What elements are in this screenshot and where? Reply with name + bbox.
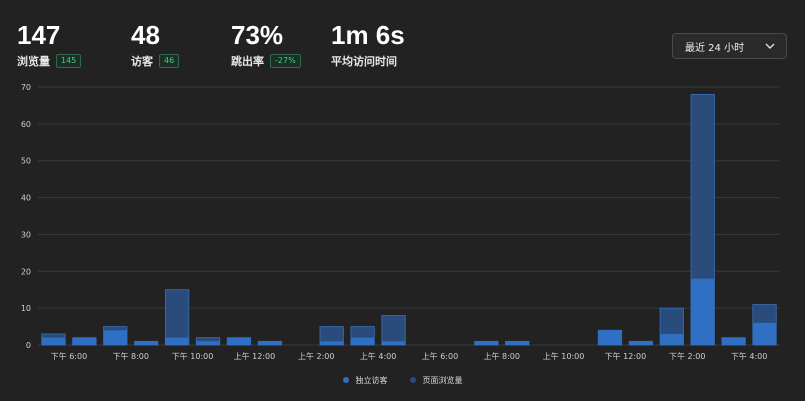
legend-dot-icon bbox=[342, 377, 349, 383]
legend-label: 页面浏览量 bbox=[422, 375, 463, 385]
stat-bounce-rate: 73% 跳出率 -27% bbox=[231, 20, 301, 69]
visitors-bar bbox=[381, 341, 406, 345]
change-badge: 46 bbox=[159, 54, 180, 68]
x-tick-label: 上午 2:00 bbox=[298, 351, 335, 361]
date-range-label: 最近 24 小时 bbox=[685, 42, 745, 54]
y-tick-label: 40 bbox=[21, 194, 31, 203]
visitors-bar bbox=[721, 337, 746, 345]
x-tick-label: 上午 12:00 bbox=[234, 351, 276, 361]
pageviews-bar bbox=[381, 315, 406, 346]
x-tick-label: 上午 8:00 bbox=[483, 351, 520, 361]
stat-label: 浏览量 bbox=[17, 55, 50, 68]
bar-chart: 0 10 20 30 40 50 60 70 下午 6:00 下午 8:00 下午 10:00 上午 … bbox=[21, 83, 780, 361]
visitors-bar bbox=[319, 341, 344, 345]
change-badge: 145 bbox=[56, 54, 82, 68]
chevron-down-icon bbox=[765, 43, 775, 49]
x-tick-label: 上午 10:00 bbox=[543, 351, 585, 361]
y-tick-label: 60 bbox=[21, 120, 31, 129]
x-tick-label: 上午 4:00 bbox=[360, 351, 397, 361]
stats-bar: 147 浏览量 145 48 访客 46 73% 跳出率 -27% 1m 6s … bbox=[0, 0, 805, 80]
stat-label: 跳出率 bbox=[231, 55, 264, 68]
visitors-bar bbox=[752, 322, 777, 345]
x-tick-label: 下午 2:00 bbox=[669, 351, 706, 361]
visitors-bar bbox=[350, 337, 375, 345]
visitors-bar bbox=[134, 341, 158, 345]
visitors-bar bbox=[227, 337, 251, 345]
visitors-bar bbox=[660, 333, 684, 345]
y-tick-label: 0 bbox=[26, 341, 31, 350]
stat-value: 73% bbox=[231, 20, 284, 50]
stat-value: 1m 6s bbox=[331, 20, 405, 50]
visitors-bar bbox=[474, 341, 499, 345]
y-tick-label: 50 bbox=[21, 157, 31, 166]
legend-dot-icon bbox=[409, 377, 416, 383]
stat-value: 48 bbox=[131, 20, 160, 50]
visitors-bar bbox=[258, 341, 282, 345]
x-tick-label: 下午 4:00 bbox=[731, 351, 768, 361]
y-tick-label: 20 bbox=[21, 267, 31, 276]
visitors-bar bbox=[690, 278, 715, 345]
visitors-bar bbox=[165, 337, 189, 345]
stat-avg-visit-time: 1m 6s 平均访问时间 bbox=[331, 20, 405, 69]
change-badge: -27% bbox=[270, 54, 301, 68]
visitors-bar bbox=[41, 337, 66, 345]
legend-item-visitors[interactable]: 独立访客 bbox=[342, 373, 388, 387]
stat-label: 访客 bbox=[131, 55, 153, 68]
visitors-bar bbox=[103, 330, 128, 345]
y-tick-label: 10 bbox=[21, 304, 31, 313]
visitors-bar bbox=[196, 341, 220, 345]
visitors-bar bbox=[598, 330, 622, 345]
x-tick-label: 下午 12:00 bbox=[605, 351, 647, 361]
stat-visitors: 48 访客 46 bbox=[131, 20, 180, 69]
stat-pageviews: 147 浏览量 145 bbox=[17, 20, 82, 69]
y-tick-label: 30 bbox=[21, 230, 31, 239]
x-tick-label: 下午 8:00 bbox=[112, 351, 149, 361]
visitors-bar bbox=[629, 341, 653, 345]
x-tick-label: 下午 6:00 bbox=[51, 351, 88, 361]
visitors-bar bbox=[72, 337, 97, 345]
x-tick-label: 上午 6:00 bbox=[422, 351, 459, 361]
pageviews-bar bbox=[164, 289, 190, 346]
visitors-bar bbox=[505, 341, 529, 345]
legend-label: 独立访客 bbox=[355, 375, 388, 385]
legend-item-pageviews[interactable]: 页面浏览量 bbox=[409, 373, 463, 387]
stat-label: 平均访问时间 bbox=[331, 55, 397, 68]
chart-legend: 独立访客 页面浏览量 bbox=[0, 373, 805, 387]
x-tick-label: 下午 10:00 bbox=[172, 351, 214, 361]
stat-value: 147 bbox=[17, 20, 61, 50]
y-tick-label: 70 bbox=[21, 83, 31, 92]
date-range-select[interactable]: 最近 24 小时 bbox=[672, 33, 787, 59]
